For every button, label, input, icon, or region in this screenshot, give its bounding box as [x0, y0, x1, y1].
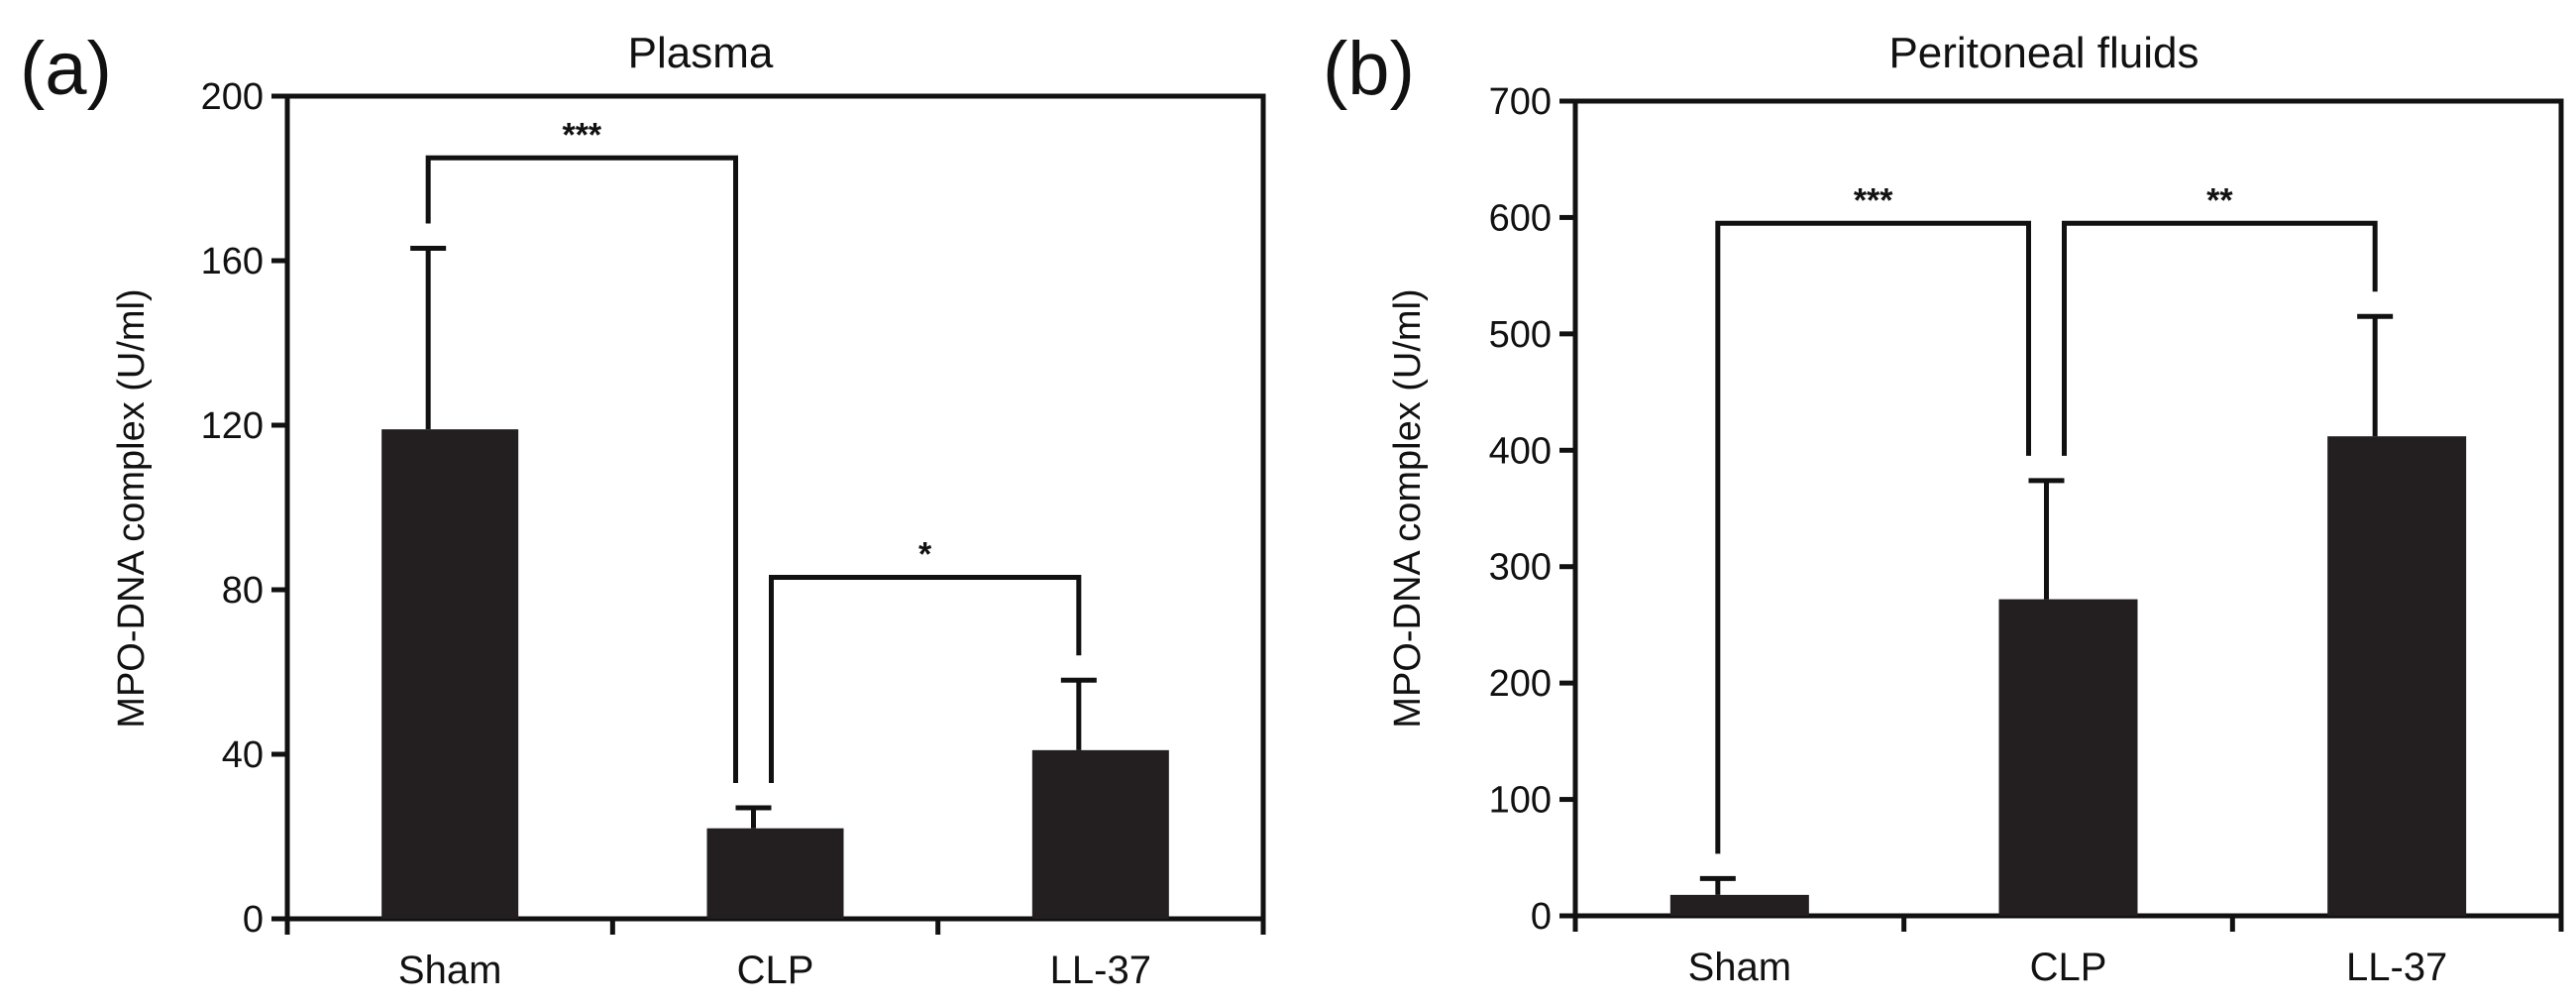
- panel-a-title: Plasma: [628, 29, 774, 77]
- panel-b-significance-label: ***: [1854, 181, 1893, 219]
- panel-a-x-tick-label: CLP: [737, 949, 814, 992]
- panel-b-y-tick-label: 700: [1489, 81, 1552, 123]
- panel-b-significance-bracket: [1715, 220, 2031, 854]
- panel-a-significance-bracket: [425, 155, 738, 783]
- panel-a-x-axis: Sham CLP LL-37: [284, 919, 1266, 992]
- panel-a-label: (a): [20, 27, 112, 111]
- panel-b-y-tick-label: 0: [1531, 896, 1552, 938]
- panel-a-y-tick-label: 40: [222, 734, 264, 776]
- panel-b-bar-clp: [1998, 599, 2138, 916]
- panel-b-x-tick-label: LL-37: [2346, 946, 2447, 989]
- panel-a-bar-clp: [706, 828, 844, 919]
- panel-b-x-axis: Sham CLP LL-37: [1572, 916, 2564, 989]
- panel-a-y-axis-label: MPO-DNA complex (U/ml): [111, 288, 153, 728]
- panel-a-significance: ****: [425, 116, 1082, 783]
- panel-a-y-tick-label: 0: [243, 899, 264, 941]
- panel-a-y-tick-label: 120: [201, 405, 264, 447]
- panel-b-x-tick-label: CLP: [2030, 946, 2107, 989]
- panel-b-title: Peritoneal fluids: [1888, 29, 2199, 77]
- panel-a-bars: [381, 246, 1169, 919]
- panel-b-bar-ll-37: [2327, 436, 2467, 916]
- panel-a-significance-label: *: [918, 536, 932, 574]
- panel-b-bar-sham: [1669, 894, 1809, 916]
- panel-b-label: (b): [1323, 27, 1415, 111]
- panel-a-significance-bracket: [769, 575, 1082, 783]
- panel-a-bar-ll-37: [1031, 749, 1169, 919]
- panel-a-y-axis: 0 40 80 120 160 200: [201, 76, 287, 941]
- panel-a-x-tick-label: Sham: [398, 949, 502, 992]
- panel-b-y-tick-label: 600: [1489, 197, 1552, 239]
- panel-b-y-axis-label: MPO-DNA complex (U/ml): [1387, 288, 1429, 728]
- panel-b-bars: [1669, 313, 2467, 916]
- panel-b-x-tick-label: Sham: [1688, 946, 1792, 989]
- panel-a-bar-sham: [381, 429, 519, 919]
- panel-b-y-axis: 0 100 200 300 400 500 600 700: [1489, 81, 1575, 938]
- panel-b-chart: (b) Peritoneal fluids MPO-DNA complex (U…: [1323, 27, 2564, 989]
- panel-a-x-tick-label: LL-37: [1050, 949, 1151, 992]
- panel-b-y-tick-label: 400: [1489, 430, 1552, 472]
- panel-b-y-tick-label: 500: [1489, 314, 1552, 356]
- panel-a-chart: (a) Plasma MPO-DNA complex (U/ml) 0 40 80 1…: [20, 27, 1266, 992]
- panel-a-significance-label: ***: [562, 116, 601, 154]
- panel-b-significance: *** **: [1715, 181, 2378, 854]
- panel-b-y-tick-label: 300: [1489, 547, 1552, 589]
- panel-a-y-tick-label: 200: [201, 76, 264, 118]
- panel-b-y-tick-label: 200: [1489, 663, 1552, 705]
- panel-a-y-tick-label: 160: [201, 241, 264, 282]
- panel-b-y-tick-label: 100: [1489, 780, 1552, 822]
- panel-b-significance-label: **: [2206, 181, 2233, 219]
- panel-b-significance-bracket: [2062, 220, 2378, 456]
- panel-a-y-tick-label: 80: [222, 570, 264, 612]
